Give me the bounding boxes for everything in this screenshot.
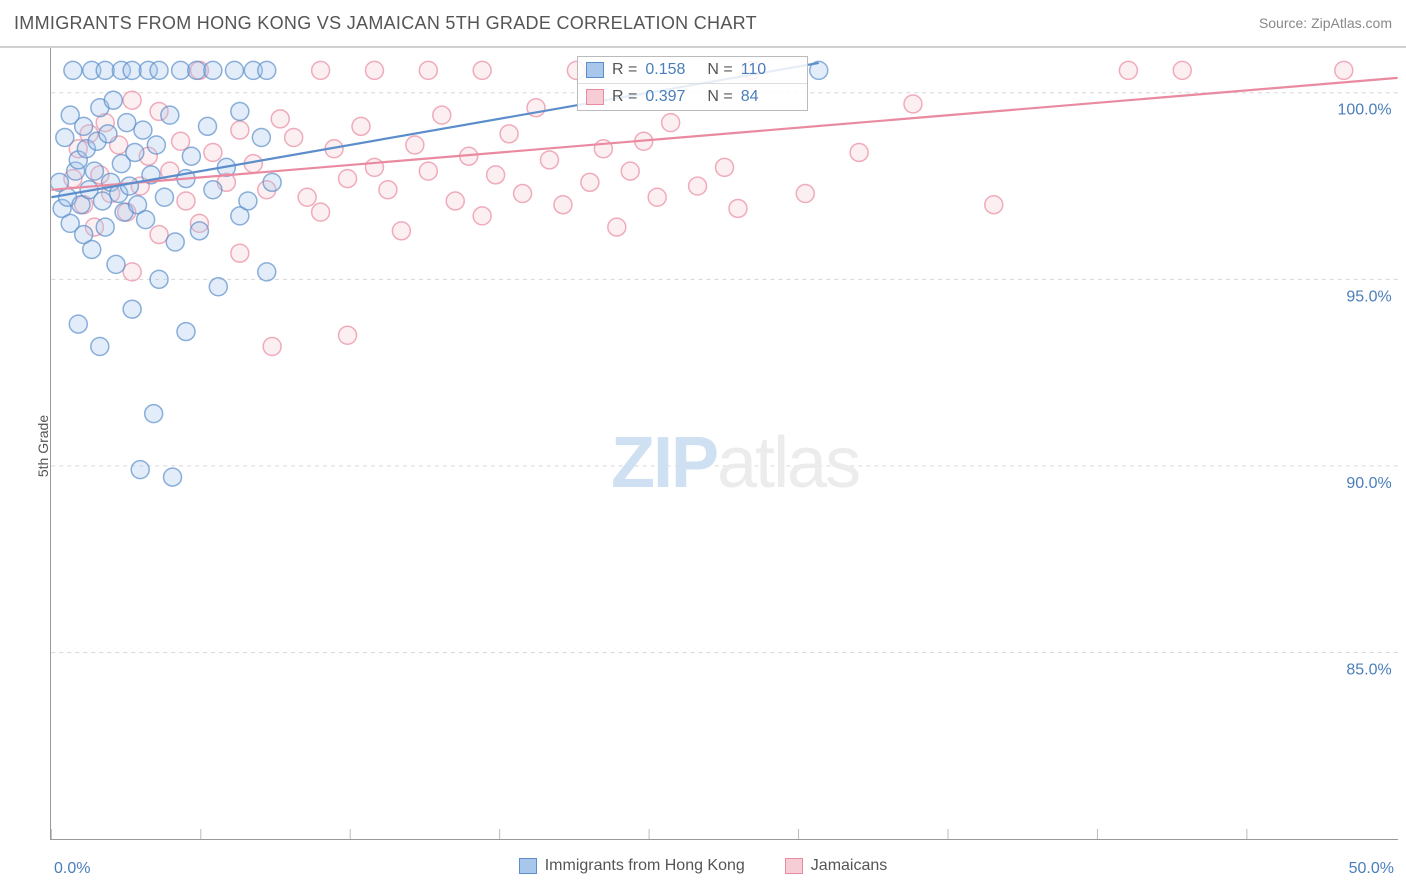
source-prefix: Source: [1259,15,1311,31]
stats-hk-r: 0.158 [645,61,699,79]
source-name: ZipAtlas.com [1311,15,1392,31]
plot-area: 85.0%90.0%95.0%100.0% ZIPatlas R = 0.158… [50,48,1398,840]
svg-text:100.0%: 100.0% [1337,102,1391,119]
stats-jm-n: 84 [741,88,795,106]
svg-text:85.0%: 85.0% [1346,661,1391,678]
chart-source: Source: ZipAtlas.com [1259,15,1392,31]
scatter-svg: 85.0% 90.0% 95.0% 100.0% [51,48,1398,839]
stats-hk-n-label: N = [707,61,732,79]
legend-item-hk: Immigrants from Hong Kong [519,857,745,875]
y-axis-label: 5th Grade [35,415,51,477]
stats-jm-r: 0.397 [645,88,699,106]
stats-swatch-jm [586,89,604,105]
legend-item-jm: Jamaicans [785,857,887,875]
legend-swatch-jm [785,858,803,874]
legend-label-hk: Immigrants from Hong Kong [545,857,745,875]
legend-swatch-hk [519,858,537,874]
svg-text:95.0%: 95.0% [1346,288,1391,305]
stats-hk-n: 110 [741,61,795,79]
stats-hk-r-label: R = [612,61,637,79]
stats-row-hk: R = 0.158 N = 110 [578,57,807,83]
bottom-legend: Immigrants from Hong Kong Jamaicans [0,840,1406,892]
chart-title: IMMIGRANTS FROM HONG KONG VS JAMAICAN 5T… [14,13,757,34]
stats-jm-r-label: R = [612,88,637,106]
svg-text:90.0%: 90.0% [1346,475,1391,492]
legend-label-jm: Jamaicans [811,857,887,875]
stats-swatch-hk [586,62,604,78]
stats-box: R = 0.158 N = 110 R = 0.397 N = 84 [577,56,808,111]
chart-header: IMMIGRANTS FROM HONG KONG VS JAMAICAN 5T… [0,0,1406,48]
stats-jm-n-label: N = [707,88,732,106]
stats-row-jm: R = 0.397 N = 84 [578,83,807,110]
